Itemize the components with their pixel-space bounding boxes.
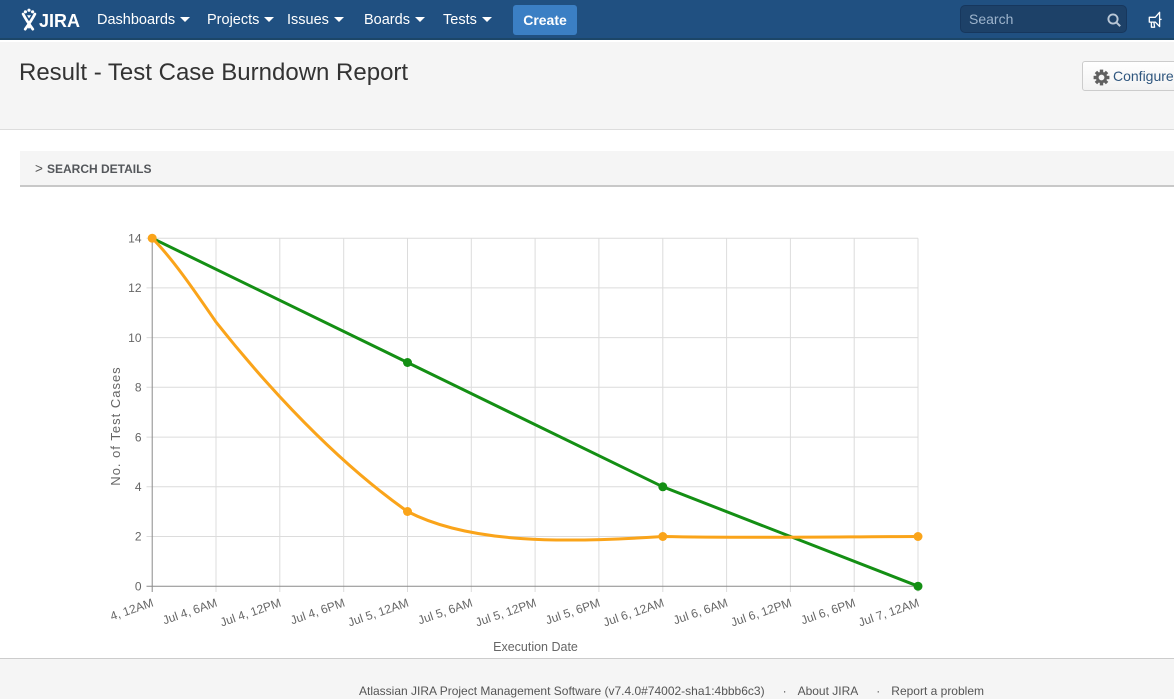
svg-text:Jul 6, 12AM: Jul 6, 12AM [601, 596, 665, 630]
svg-text:4: 4 [135, 480, 142, 494]
svg-text:8: 8 [135, 381, 142, 395]
svg-text:Jul 5, 6PM: Jul 5, 6PM [544, 596, 602, 628]
svg-text:Jul 6, 6AM: Jul 6, 6AM [671, 596, 729, 628]
svg-text:Jul 4, 6AM: Jul 4, 6AM [161, 596, 219, 628]
svg-text:10: 10 [128, 331, 142, 345]
svg-text:Jul 7, 12AM: Jul 7, 12AM [856, 596, 920, 630]
svg-text:Jul 6, 12PM: Jul 6, 12PM [729, 596, 793, 630]
svg-text:12: 12 [128, 281, 142, 295]
svg-text:Jul 5, 12PM: Jul 5, 12PM [474, 596, 538, 630]
svg-text:Jul 4, 12PM: Jul 4, 12PM [218, 596, 282, 630]
svg-text:Jul 5, 6AM: Jul 5, 6AM [416, 596, 474, 628]
svg-text:14: 14 [128, 231, 142, 245]
svg-text:Jul 4, 6PM: Jul 4, 6PM [289, 596, 347, 628]
svg-text:Execution Date: Execution Date [493, 640, 578, 654]
svg-text:2: 2 [135, 530, 142, 544]
svg-text:Jul 5, 12AM: Jul 5, 12AM [346, 596, 410, 630]
svg-text:No. of Test Cases: No. of Test Cases [108, 366, 123, 485]
svg-text:0: 0 [135, 579, 142, 593]
svg-text:Jul 6, 6PM: Jul 6, 6PM [799, 596, 857, 628]
svg-text:4, 12AM: 4, 12AM [108, 596, 155, 624]
svg-text:6: 6 [135, 430, 142, 444]
